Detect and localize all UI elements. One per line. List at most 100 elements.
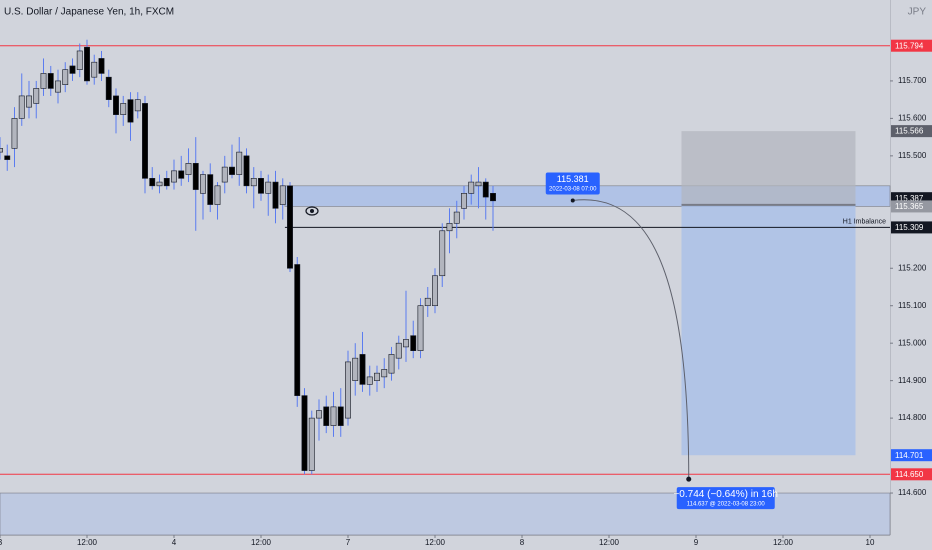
price-label: 114.701 [895, 451, 924, 460]
candle-body [482, 181, 489, 198]
candle-body [490, 193, 496, 202]
callout-sub: 114.637 @ 2022-03-08 23:00 [687, 501, 766, 507]
candle-body [410, 335, 417, 351]
callout-box [676, 487, 775, 510]
candle-body [4, 155, 11, 160]
candle-body [468, 181, 475, 194]
candle-body [0, 148, 3, 153]
candle-body [439, 230, 446, 277]
candle-body [265, 181, 272, 194]
candle-body [316, 410, 322, 419]
candle-body [294, 264, 301, 396]
x-tick-label: 10 [866, 538, 875, 547]
price-label-box [891, 449, 932, 462]
price-label: 114.650 [895, 470, 924, 479]
price-label-box [891, 39, 932, 52]
level-label: H1 Imbalance [843, 218, 886, 225]
x-tick-label: 12:00 [251, 538, 272, 547]
candle-body [374, 372, 380, 381]
candle-body [200, 174, 206, 194]
candle-body [287, 185, 293, 269]
candle-body [301, 395, 308, 471]
candle-body [171, 170, 177, 183]
candle-body [33, 88, 40, 104]
candle-body [18, 95, 25, 119]
x-tick-label: 12:00 [425, 538, 446, 547]
y-tick-label: 115.200 [898, 263, 927, 272]
candle-body [388, 354, 395, 374]
candle-body [214, 185, 221, 205]
candle-body [142, 103, 148, 179]
candle-body [149, 178, 156, 187]
candle-body [185, 163, 192, 175]
y-tick-label: 114.800 [898, 413, 927, 422]
candle-body [120, 103, 127, 115]
candle-body [221, 166, 228, 183]
x-tick-label: 9 [694, 538, 699, 547]
price-label-box [891, 200, 932, 213]
candle-body [40, 73, 47, 89]
candle-body [308, 417, 315, 471]
x-tick-label: 8 [520, 538, 525, 547]
candle-body [381, 369, 388, 378]
candle-body [359, 354, 366, 385]
candle-body [424, 297, 431, 307]
candle-body [403, 339, 409, 348]
price-label-box [891, 468, 932, 481]
price-label: 115.794 [895, 41, 924, 50]
candle-body [453, 211, 460, 224]
candle-body [76, 50, 83, 70]
projection-arrow [572, 199, 690, 480]
candle-body [69, 65, 76, 74]
candle-body [127, 99, 134, 123]
candle-body [323, 406, 330, 426]
currency: JPY [908, 7, 927, 18]
candle-body [163, 178, 170, 187]
x-tick-label: 12:00 [599, 538, 620, 547]
candle-body [250, 178, 257, 187]
price-label: 115.365 [895, 202, 924, 211]
y-tick-label: 114.600 [898, 488, 927, 497]
candle-body [446, 222, 453, 232]
price-label: 115.566 [895, 127, 924, 136]
candle-body [11, 118, 18, 149]
y-tick-label: 114.900 [898, 376, 927, 385]
price-label: 115.387 [895, 194, 924, 203]
candle-body [62, 69, 69, 85]
callout-sub: 2022-03-08 07:00 [549, 187, 597, 193]
y-tick-label: 115.500 [898, 151, 927, 160]
candle-body [156, 181, 163, 187]
candle-body [330, 406, 337, 426]
callout-box [545, 172, 600, 195]
candle-body [229, 166, 235, 175]
candle-body [192, 163, 199, 190]
x-tick-label: 4 [172, 538, 177, 547]
candle-body [272, 181, 279, 209]
y-tick-label: 115.600 [898, 113, 927, 122]
price-label: 115.309 [895, 223, 924, 232]
y-tick-label: 115.100 [898, 301, 927, 310]
target-zone [681, 204, 856, 456]
candle-body [113, 95, 119, 115]
arrow-end [686, 476, 692, 482]
candle-body [243, 155, 250, 187]
x-tick-label: 3 [0, 538, 3, 547]
arrow-start [570, 198, 575, 203]
y-tick-label: 115.000 [898, 338, 927, 347]
candle-body [91, 61, 98, 78]
candle-body [395, 342, 402, 359]
chart-title: U.S. Dollar / Japanese Yen, 1h, FXCM [4, 7, 174, 18]
price-label-box [891, 221, 932, 234]
candle-body [475, 181, 482, 187]
plot: H1 Imbalance 115.381 2022-03-08 07:00 −0.74… [0, 39, 932, 547]
candle-body [84, 46, 90, 82]
candle-body [352, 357, 359, 381]
candle-body [47, 73, 54, 89]
candle-body [98, 58, 105, 74]
candle-body [178, 170, 185, 179]
candle-body [105, 76, 112, 100]
callout-label: −0.744 (−0.64%) in 16h [673, 489, 778, 500]
candle-body [258, 178, 264, 194]
candle-body [461, 193, 467, 209]
